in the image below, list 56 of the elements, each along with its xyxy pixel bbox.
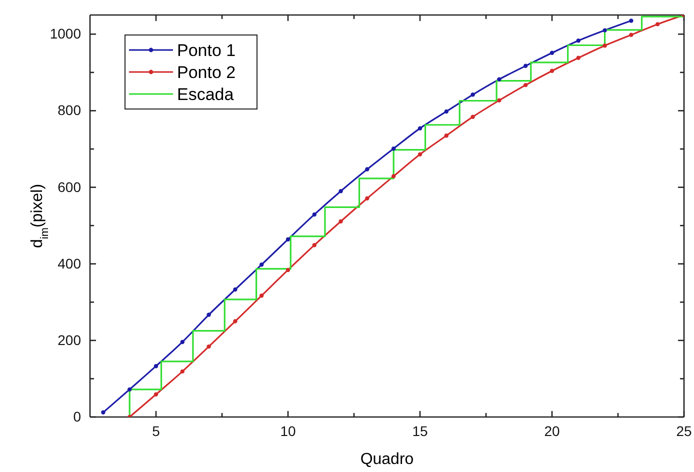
point [286,268,290,272]
x-tick-label: 10 [280,422,296,439]
x-tick-label: 20 [544,422,560,439]
point [206,312,211,317]
point [154,392,158,397]
point [365,167,370,172]
point [233,287,238,292]
point [180,340,185,344]
point [338,219,343,224]
y-tick-label: 800 [58,102,82,118]
point [497,98,502,102]
point [497,77,502,82]
point [180,369,185,374]
legend-label: Ponto 2 [177,63,236,82]
legend-label: Escada [177,85,234,104]
y-tick-label: 400 [58,255,82,272]
point [259,294,264,298]
point [338,189,343,194]
point [365,196,370,200]
point [576,56,581,60]
y-tick-label: 1000 [50,26,82,42]
point [629,32,634,38]
point [206,344,211,349]
y-tick-label: 200 [58,332,82,348]
point [655,22,660,26]
y-tick-label: 600 [58,178,82,195]
point [233,319,238,324]
point [259,262,264,267]
point [418,126,422,130]
point [576,38,581,43]
point [550,50,554,56]
point [391,174,396,178]
point [550,68,554,74]
point [602,28,607,32]
point [418,152,422,156]
point [391,146,396,151]
point [312,212,317,217]
point [523,82,528,88]
point [523,64,528,68]
point [154,364,158,368]
point [101,410,106,415]
point [629,18,634,23]
point [470,114,475,119]
y-tick-label: 0 [73,408,82,424]
x-tick-label: 15 [412,422,428,439]
point [312,242,317,248]
point [444,109,449,114]
x-axis-title: Quadro [360,451,414,468]
legend-label: Ponto 1 [177,41,236,60]
x-tick-label: 5 [152,422,160,439]
point [602,44,607,48]
point [470,92,475,97]
point [127,387,132,392]
x-tick-label: 25 [676,422,692,439]
point [444,133,449,138]
point [286,237,290,242]
